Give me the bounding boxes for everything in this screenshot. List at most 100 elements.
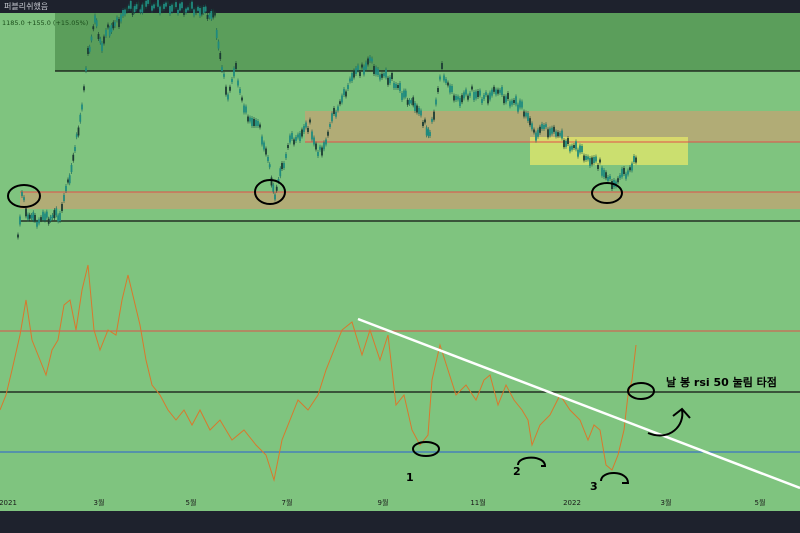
candle-body [167,1,169,5]
candle-body [30,215,33,218]
candle-body [489,92,491,100]
candle-body [90,36,93,41]
candle-body [507,93,509,99]
candle-body [210,11,213,19]
price-zone-1 [55,13,800,71]
candle-body [208,14,211,18]
candle-body [147,0,149,4]
candle-body [274,194,276,200]
candle-body [457,96,459,100]
candle-body [619,175,621,178]
candle-body [519,100,521,108]
candle-body [453,95,455,101]
candle-body [433,111,435,120]
candle-body [299,133,301,141]
candle-body [513,100,515,103]
candle-body [217,41,220,49]
candle-body [381,73,383,78]
candle-body [92,26,95,30]
candle-body [481,99,483,103]
candle-body [331,113,333,122]
candle-body [627,170,629,175]
candle-body [272,184,275,192]
candle-body [83,86,85,91]
candle-body [585,156,587,160]
candle-body [214,12,216,16]
candle-body [107,24,109,28]
candle-body [311,131,313,140]
candle-body [120,14,122,22]
candle-body [515,96,517,105]
candle-body [187,7,189,11]
candle-body [34,215,36,221]
candle-body [439,76,441,80]
candle-body [285,154,287,158]
candle-body [401,93,403,100]
candle-body [483,95,485,99]
candle-body [395,84,397,88]
candle-body [561,130,563,139]
candle-body [511,100,513,105]
candle-body [379,74,381,80]
candle-body [225,86,227,95]
candle-body [371,58,373,62]
candle-body [487,95,489,104]
candle-body [461,95,463,103]
candle-body [414,103,416,111]
candle-body [551,127,553,134]
candle-body [36,221,38,227]
candle-body [617,178,619,183]
candle-body [451,86,453,92]
candle-body [289,135,291,143]
candle-body [279,168,282,177]
candle-body [51,215,54,218]
candle-body [57,215,60,222]
time-axis-bar [0,511,800,533]
candle-body [159,6,161,14]
candle-body [603,170,605,177]
candle-body [257,121,259,126]
candle-body [633,156,635,162]
candle-body [171,4,173,12]
candle-body [255,120,257,126]
candle-body [42,211,44,220]
candle-body [595,156,597,162]
candle-body [97,34,100,39]
candle-body [231,79,233,82]
candle-body [333,108,335,114]
candle-body [185,8,187,13]
price-zone-3 [20,192,800,209]
candle-body [114,22,116,26]
candle-body [345,91,347,97]
x-tick-label-3: 5월 [186,498,197,507]
candle-body [315,143,317,150]
candle-body [537,129,539,137]
candle-body [571,145,573,150]
candle-body [63,195,65,201]
candle-body [420,110,422,116]
candle-body [337,106,339,111]
candle-body [19,216,21,225]
annotation-4: 날 봉 rsi 50 눌림 타점 [666,375,777,389]
candle-body [327,131,329,136]
candle-body [235,63,237,69]
candle-body [629,167,631,171]
candle-body [467,95,469,100]
candle-body [339,101,341,105]
candle-body [533,129,535,133]
candle-body [535,132,537,141]
candle-body [341,95,343,103]
candle-body [605,172,607,179]
candle-body [175,2,177,8]
candle-body [393,83,395,88]
candle-body [335,111,337,117]
candle-body [579,145,581,153]
rsi-trendline [357,317,800,490]
annotation-1: 1 [406,471,414,484]
candle-body [215,30,218,38]
candle-body [343,89,345,95]
candle-body [99,38,102,43]
rsi-series-line [0,264,637,482]
candle-body [259,124,261,128]
